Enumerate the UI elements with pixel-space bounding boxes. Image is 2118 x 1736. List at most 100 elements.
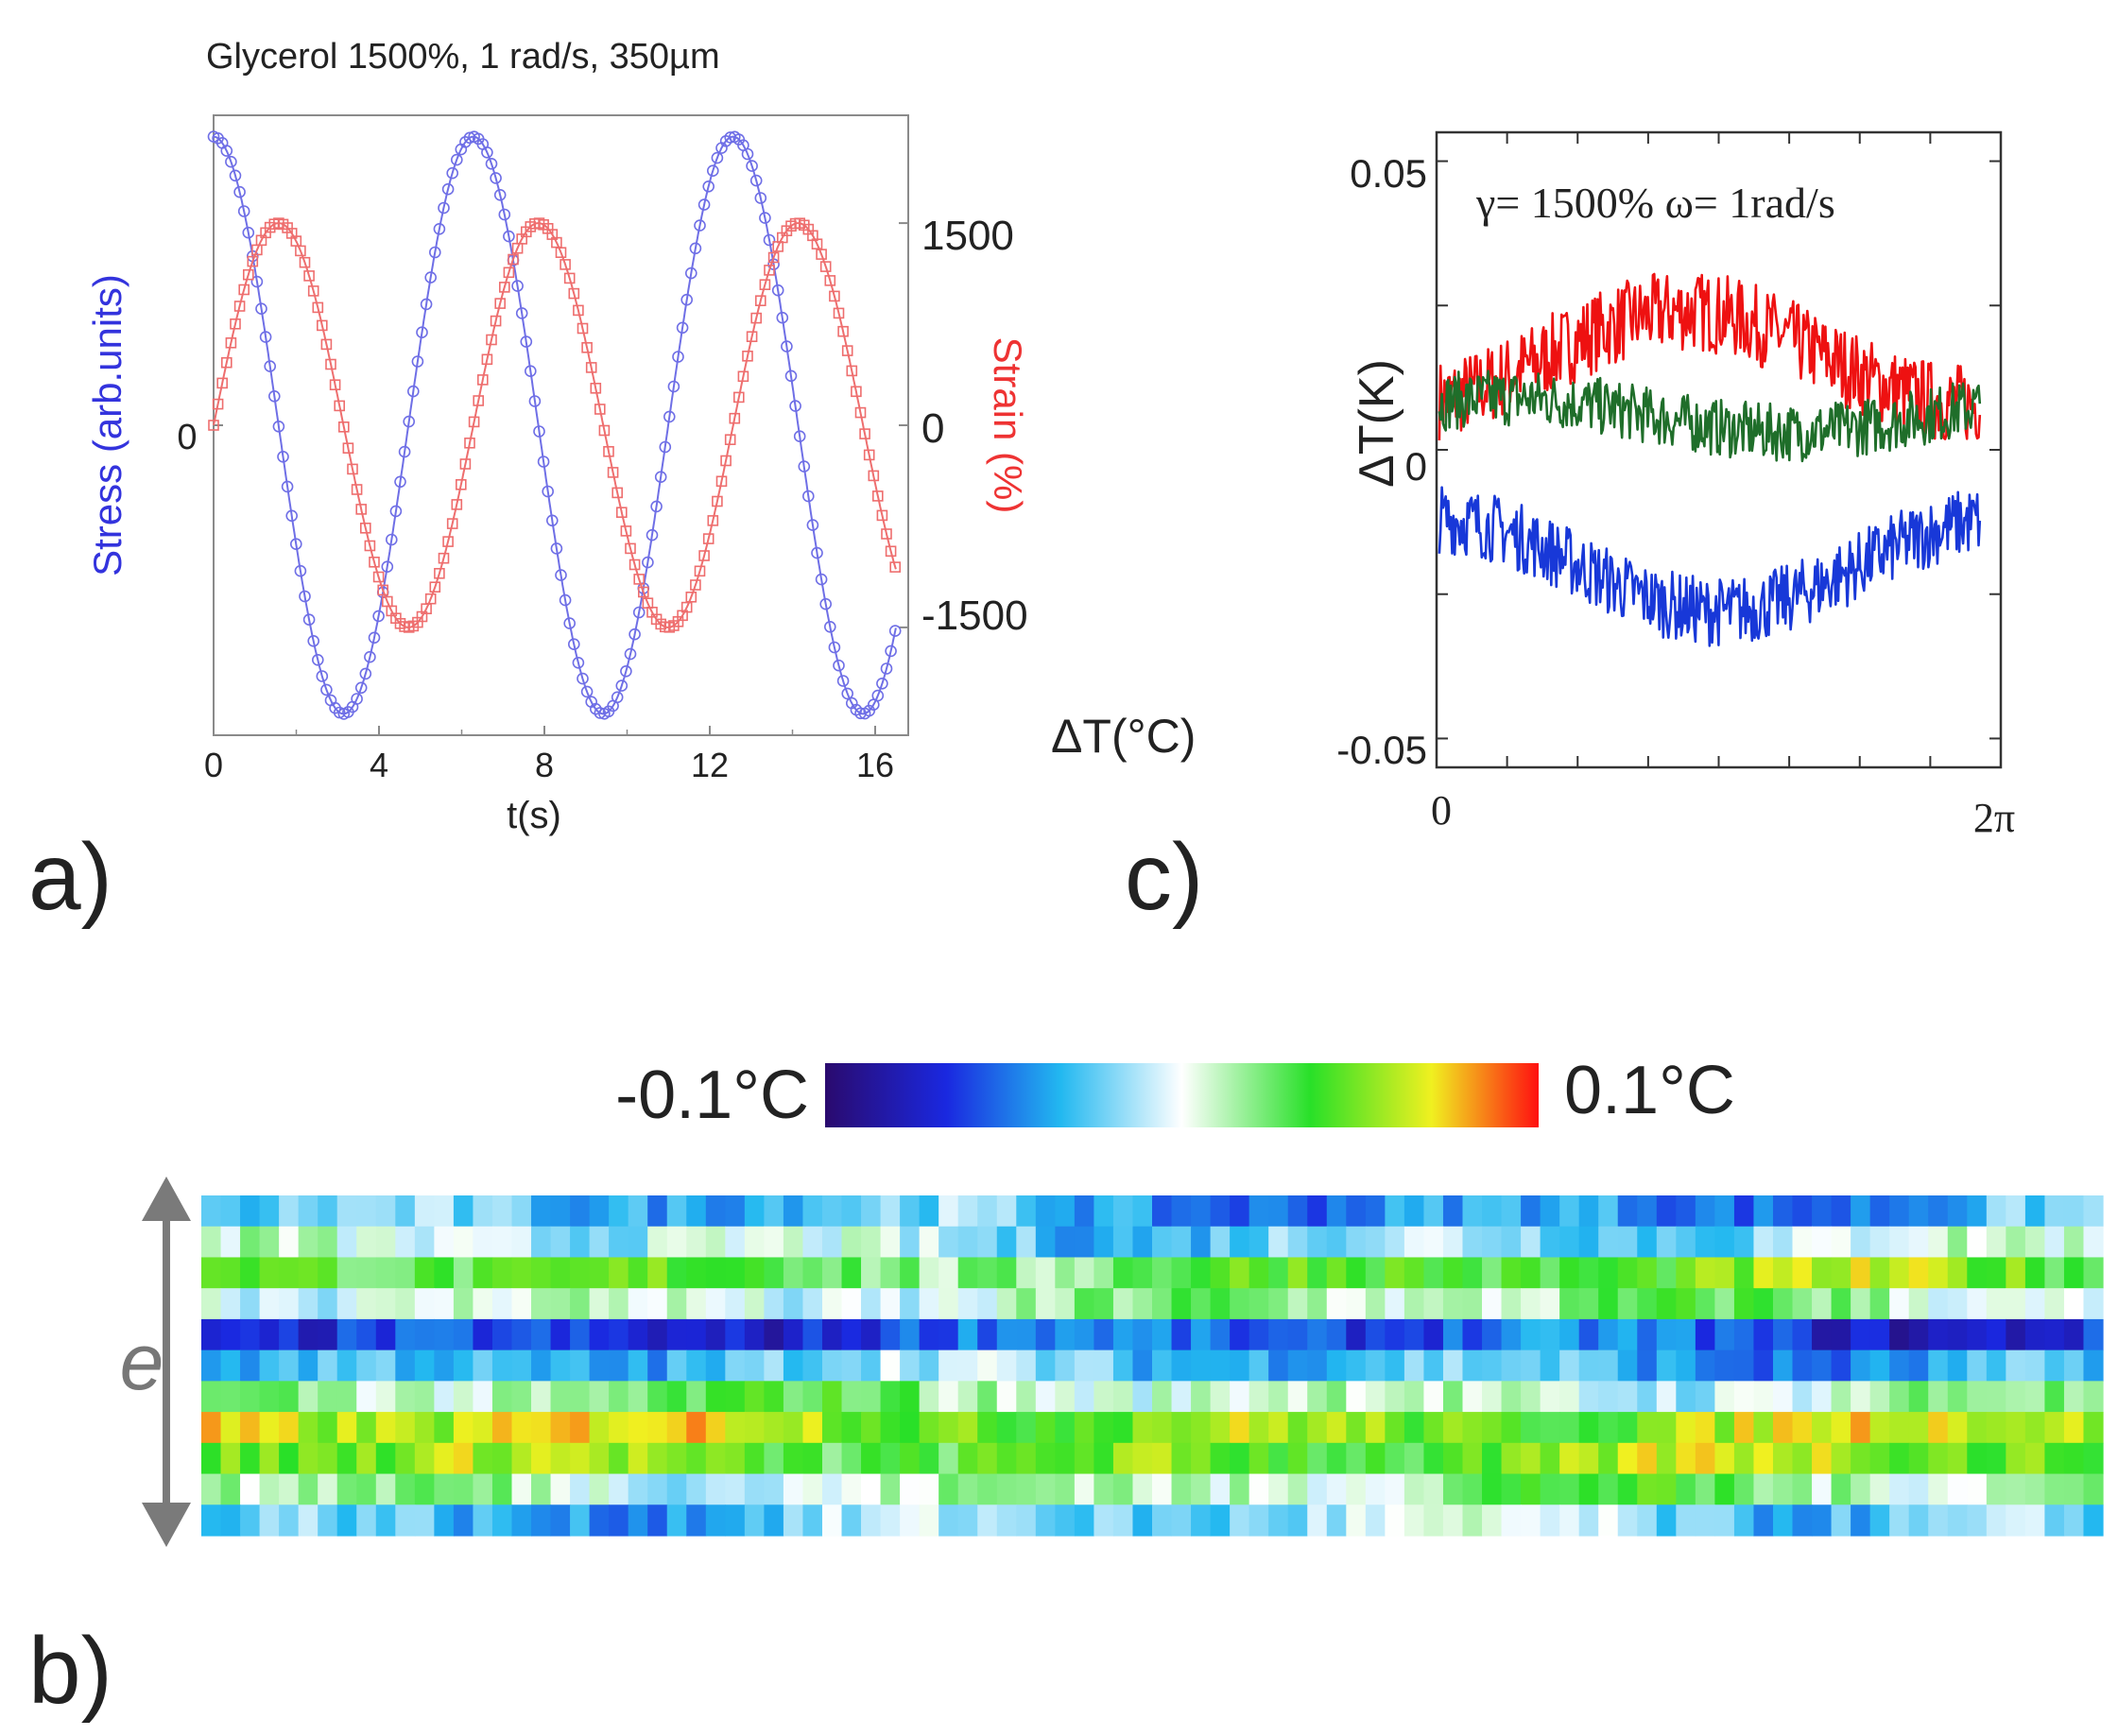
heatmap-cell <box>1074 1473 1095 1505</box>
heatmap-cell <box>279 1226 300 1259</box>
heatmap-cell <box>1268 1318 1289 1351</box>
heatmap-cell <box>1928 1381 1949 1413</box>
heatmap-cell <box>1055 1226 1076 1259</box>
heatmap-cell <box>1598 1412 1619 1444</box>
heatmap-cell <box>2044 1412 2065 1444</box>
heatmap-cell <box>1346 1288 1367 1320</box>
heatmap-cell <box>550 1195 571 1228</box>
heatmap-cell <box>1210 1473 1231 1505</box>
heatmap-cell <box>1733 1288 1755 1320</box>
heatmap-cell <box>453 1195 474 1228</box>
heatmap-cell <box>1812 1195 1833 1228</box>
heatmap-cell <box>1540 1473 1560 1505</box>
heatmap-cell <box>375 1195 396 1228</box>
heatmap-cell <box>1637 1318 1658 1351</box>
heatmap-cell <box>628 1226 648 1259</box>
heatmap-cell <box>1462 1195 1483 1228</box>
heatmap-cell <box>453 1442 474 1475</box>
strain-point <box>334 400 346 412</box>
heatmap-cell <box>764 1381 784 1413</box>
heatmap-cell <box>1365 1288 1386 1320</box>
heatmap-cell <box>1365 1504 1386 1537</box>
heatmap-cell <box>1210 1442 1231 1475</box>
heatmap-cell <box>957 1504 978 1537</box>
heatmap-cell <box>1889 1288 1910 1320</box>
heatmap-cell <box>1831 1412 1851 1444</box>
heatmap-cell <box>1812 1349 1833 1382</box>
heatmap-cell <box>531 1442 552 1475</box>
heatmap-cell <box>1831 1257 1851 1289</box>
stress-point <box>776 311 789 324</box>
heatmap-cell <box>1772 1504 1794 1537</box>
panel-a-title: Glycerol 1500%, 1 rad/s, 350µm <box>206 37 720 77</box>
stress-point <box>871 689 885 702</box>
heatmap-cell <box>686 1504 707 1537</box>
heatmap-cell <box>1695 1257 1715 1289</box>
heatmap-cell <box>802 1504 823 1537</box>
heatmap-cell <box>1831 1442 1851 1475</box>
heatmap-cell <box>201 1381 222 1413</box>
heatmap-cell <box>1346 1226 1367 1259</box>
heatmap-cell <box>453 1257 474 1289</box>
heatmap-cell <box>1093 1473 1114 1505</box>
heatmap-cell <box>1210 1195 1231 1228</box>
heatmap-cell <box>1482 1412 1503 1444</box>
heatmap-cell <box>1346 1381 1367 1413</box>
heatmap-cell <box>919 1442 939 1475</box>
heatmap-cell <box>2006 1349 2026 1382</box>
heatmap-cell <box>977 1349 998 1382</box>
heatmap-cell <box>1287 1257 1308 1289</box>
heatmap-cell <box>473 1412 493 1444</box>
heatmap-cell <box>201 1442 222 1475</box>
stress-point <box>503 230 515 243</box>
heatmap-cell <box>1967 1318 1988 1351</box>
strain-point <box>585 362 597 373</box>
heatmap-cell <box>1501 1381 1522 1413</box>
heatmap-cell <box>1733 1412 1755 1444</box>
heatmap-cell <box>1093 1349 1114 1382</box>
strain-point <box>876 509 888 522</box>
strain-point <box>759 279 771 291</box>
stress-point <box>632 606 646 619</box>
heatmap-cell <box>1851 1504 1871 1537</box>
heatmap-cell <box>1112 1349 1134 1382</box>
heatmap-cell <box>375 1473 396 1505</box>
heatmap-cell <box>821 1195 843 1228</box>
stress-point <box>724 131 737 144</box>
heatmap-cell <box>957 1195 978 1228</box>
strain-point <box>824 275 836 286</box>
stress-point <box>267 389 281 403</box>
heatmap-cell <box>1307 1442 1328 1475</box>
panel-c-xtick-2pi: 2π <box>1973 795 2015 841</box>
heatmap-cell <box>1851 1442 1871 1475</box>
strain-point <box>295 245 306 257</box>
strain-point <box>598 424 611 437</box>
heatmap-cell <box>531 1473 552 1505</box>
heatmap-cell <box>1191 1257 1212 1289</box>
heatmap-cell <box>1733 1318 1755 1351</box>
strain-point <box>611 487 624 499</box>
strain-point <box>494 298 507 309</box>
heatmap-cell <box>1637 1442 1658 1475</box>
heatmap-cell <box>977 1318 998 1351</box>
heatmap-cell <box>1035 1504 1056 1537</box>
strain-point <box>490 315 502 327</box>
stress-point <box>264 360 277 372</box>
heatmap-cell <box>1869 1288 1890 1320</box>
heatmap-cell <box>1035 1412 1056 1444</box>
heatmap-cell <box>821 1473 843 1505</box>
heatmap-cell <box>1772 1318 1794 1351</box>
heatmap-cell <box>1307 1473 1328 1505</box>
heatmap-cell <box>298 1473 319 1505</box>
heatmap-cell <box>628 1473 648 1505</box>
heatmap-cell <box>1908 1195 1929 1228</box>
heatmap-cell <box>531 1381 552 1413</box>
heatmap-cell <box>802 1349 823 1382</box>
strain-point <box>581 341 593 353</box>
heatmap-cell <box>1248 1442 1269 1475</box>
stress-point <box>446 166 459 180</box>
heatmap-cell <box>570 1442 591 1475</box>
stress-point <box>833 659 845 672</box>
heatmap-cell <box>1617 1442 1638 1475</box>
heatmap-cell <box>861 1288 882 1320</box>
